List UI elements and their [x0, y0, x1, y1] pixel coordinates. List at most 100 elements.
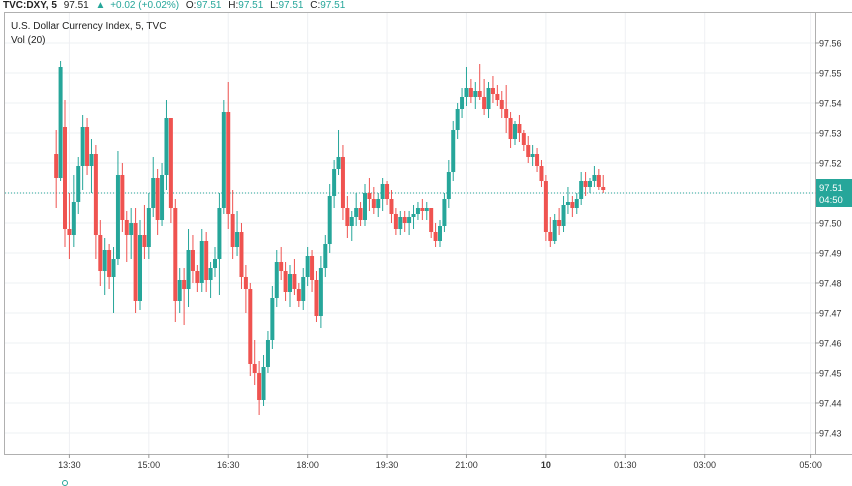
candle-body-down	[296, 289, 301, 301]
x-tick-label: 21:00	[455, 460, 478, 470]
price-axis[interactable]	[816, 12, 852, 455]
candle-body-up	[58, 67, 63, 178]
volume-indicator-label[interactable]: Vol (20)	[11, 35, 46, 46]
plot-area[interactable]	[4, 12, 816, 455]
candle-body-up	[592, 175, 597, 181]
candle-body-up	[177, 280, 182, 301]
candle-body-down	[583, 181, 588, 187]
candle-body-down	[490, 88, 495, 94]
candle-body-up	[261, 367, 266, 400]
candle-body-up	[513, 124, 517, 139]
y-tick-label: 97.43	[819, 429, 842, 439]
candle-body-down	[98, 235, 103, 271]
candle-body-down	[314, 280, 319, 316]
candle-body-down	[292, 274, 297, 289]
candle-body-down	[468, 88, 473, 97]
candle-body-up	[588, 181, 592, 187]
candle-body-down	[482, 97, 487, 109]
candle-body-down	[420, 208, 425, 211]
last-price: 97.51	[63, 0, 89, 11]
candle-body-down	[601, 187, 606, 190]
candle-body-down	[190, 250, 195, 271]
candle-body-down	[548, 232, 553, 241]
low-value: 97.51	[278, 0, 304, 11]
candle-body-down	[389, 199, 394, 214]
candle-body-down	[67, 229, 72, 235]
candle-body-down	[504, 109, 509, 118]
candle-body-up	[129, 223, 134, 235]
candle-body-up	[451, 130, 456, 172]
low-label: L:	[270, 0, 279, 11]
candle-body-up	[376, 199, 381, 208]
x-tick-label: 05:00	[799, 460, 822, 470]
candle-body-down	[499, 100, 504, 109]
up-arrow-icon: ▲	[95, 0, 106, 11]
candle-body-up	[186, 250, 191, 289]
candle-body-up	[270, 298, 275, 340]
y-tick-label: 97.45	[819, 369, 842, 379]
candle-body-down	[204, 241, 209, 280]
candle-body-up	[301, 277, 306, 301]
y-tick-label: 97.47	[819, 309, 842, 319]
candle-body-down	[279, 262, 284, 271]
x-tick-label: 01:30	[614, 460, 637, 470]
candle-body-up	[407, 217, 412, 223]
candle-body-up	[455, 109, 460, 130]
candle-body-down	[371, 199, 376, 208]
price-badge-countdown: 04:50	[819, 195, 843, 206]
candle-body-down	[535, 154, 540, 166]
candle-body-up	[442, 199, 447, 226]
candle-body-down	[248, 289, 253, 364]
candle-body-down	[283, 271, 288, 292]
candle-body-up	[424, 208, 429, 211]
candle-body-up	[446, 172, 451, 199]
candle-body-up	[349, 217, 354, 226]
candle-body-down	[367, 193, 372, 199]
candle-body-down	[570, 202, 575, 208]
close-value: 97.51	[320, 0, 346, 11]
candle-body-down	[508, 118, 513, 139]
candle-body-down	[539, 166, 544, 181]
candle-body-down	[526, 145, 531, 157]
open-value: 97.51	[196, 0, 222, 11]
candle-body-up	[473, 91, 478, 97]
candle-body-up	[332, 169, 337, 196]
x-tick-label: 15:00	[138, 460, 161, 470]
candle-body-down	[54, 154, 59, 178]
y-tick-label: 97.52	[819, 159, 842, 169]
candle-body-up	[411, 214, 416, 217]
candle-body-down	[402, 217, 407, 223]
candle-body-down	[173, 208, 178, 301]
candle-body-down	[433, 232, 438, 241]
candle-body-up	[71, 202, 76, 235]
y-tick-label: 97.54	[819, 99, 842, 109]
candle-body-down	[495, 94, 500, 100]
candle-body-down	[85, 127, 90, 166]
candle-body-down	[340, 157, 345, 208]
close-label: C:	[310, 0, 321, 11]
candle-body-down	[393, 214, 398, 229]
candle-body-up	[160, 175, 165, 220]
candle-body-up	[530, 154, 535, 157]
candle-body-up	[318, 268, 323, 316]
candle-body-up	[217, 208, 222, 259]
y-tick-label: 97.44	[819, 399, 842, 409]
y-tick-label: 97.56	[819, 39, 842, 49]
timeline-marker-icon[interactable]	[62, 480, 68, 486]
candle-body-up	[460, 97, 465, 109]
chart-title: U.S. Dollar Currency Index, 5, TVC	[11, 21, 167, 32]
symbol-label: TVC:DXY, 5	[3, 0, 57, 11]
price-badge	[816, 179, 852, 207]
candle-body-down	[120, 175, 125, 220]
x-tick-label: 18:00	[296, 460, 319, 470]
candle-body-down	[596, 175, 601, 187]
candle-body-up	[363, 193, 367, 220]
y-tick-label: 97.46	[819, 339, 842, 349]
x-tick-label: 13:30	[58, 460, 81, 470]
candle-body-up	[323, 244, 328, 268]
candle-body-down	[557, 220, 562, 226]
candle-body-up	[265, 340, 270, 367]
candle-body-up	[221, 112, 226, 208]
candle-body-down	[429, 208, 434, 232]
